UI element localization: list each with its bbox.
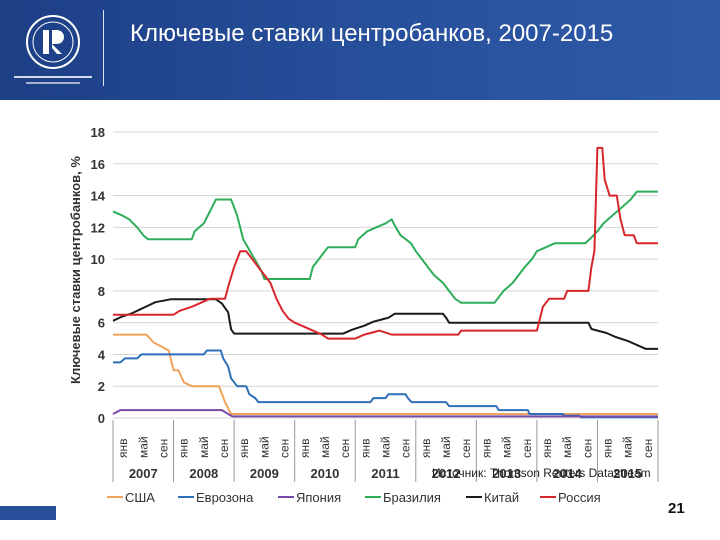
legend-item: Бразилия — [383, 490, 441, 505]
month-tick-label: янв — [116, 439, 130, 459]
y-tick-label: 4 — [98, 347, 106, 362]
month-tick-label: янв — [177, 439, 191, 459]
legend-item: Китай — [484, 490, 519, 505]
y-tick-label: 16 — [91, 157, 105, 172]
year-tick-label: 2010 — [310, 466, 339, 481]
year-tick-label: 2007 — [129, 466, 158, 481]
month-tick-label: янв — [419, 439, 433, 459]
month-tick-label: сен — [580, 439, 594, 458]
y-tick-label: 6 — [98, 316, 105, 331]
year-tick-label: 2014 — [553, 466, 583, 481]
legend-item: Россия — [558, 490, 601, 505]
month-tick-label: сен — [520, 439, 534, 458]
footer-bar — [0, 506, 720, 520]
year-tick-label: 2011 — [371, 466, 399, 481]
y-tick-label: 10 — [91, 252, 105, 267]
page-number: 21 — [668, 500, 685, 517]
year-tick-label: 2009 — [250, 466, 279, 481]
month-tick-label: сен — [641, 439, 655, 458]
series-line-5 — [113, 146, 658, 340]
legend: США Еврозона Япония Бразилия Китай Россия — [107, 490, 601, 505]
month-tick-label: янв — [479, 439, 493, 459]
series-line-0 — [113, 333, 658, 415]
legend-item: Еврозона — [196, 490, 254, 505]
y-tick-label: 18 — [91, 125, 105, 140]
slide-header: Ключевые ставки центробанков, 2007-2015 — [0, 0, 720, 100]
month-tick-label: май — [500, 436, 514, 458]
series-lines — [112, 146, 658, 419]
y-tick-labels: 0 2 4 6 8 10 12 14 16 18 — [91, 125, 106, 426]
month-tick-label: сен — [157, 439, 171, 458]
series-line-2 — [112, 409, 658, 418]
y-tick-label: 2 — [98, 379, 105, 394]
month-tick-label: сен — [399, 439, 413, 458]
grid-lines — [113, 131, 658, 419]
year-tick-label: 2015 — [613, 466, 642, 481]
y-tick-label: 14 — [91, 189, 106, 204]
y-tick-label: 12 — [91, 220, 105, 235]
hse-university-logo-icon — [14, 15, 92, 84]
legend-item: США — [125, 490, 155, 505]
legend-item: Япония — [296, 490, 341, 505]
month-tick-label: май — [560, 436, 574, 458]
month-tick-label: сен — [217, 439, 231, 458]
month-tick-label: янв — [237, 439, 251, 459]
x-axis: янв май сен янв май сен янв май сен янв май сен янв м… — [112, 420, 659, 482]
rates-chart: 0 2 4 6 8 10 12 14 16 18 Ключевые ставки центроба… — [68, 125, 659, 505]
month-tick-label: май — [197, 436, 211, 458]
month-tick-label: сен — [459, 439, 473, 458]
month-tick-label: янв — [358, 439, 372, 459]
y-axis-label: Ключевые ставки центробанков, % — [68, 156, 83, 384]
month-tick-label: май — [439, 436, 453, 458]
month-tick-label: янв — [601, 439, 615, 459]
series-line-4 — [112, 298, 658, 350]
y-tick-label: 0 — [98, 411, 105, 426]
month-tick-label: май — [257, 436, 271, 458]
month-tick-label: май — [621, 436, 635, 458]
y-tick-label: 8 — [98, 284, 105, 299]
month-tick-label: янв — [298, 439, 312, 459]
header-divider — [103, 10, 104, 86]
year-tick-label: 2012 — [432, 466, 461, 481]
month-tick-label: май — [379, 436, 393, 458]
page-title: Ключевые ставки центробанков, 2007-2015 — [130, 20, 614, 47]
source-note: Источник: Thomson Reuters Datastream — [432, 466, 651, 480]
month-tick-label: май — [136, 436, 150, 458]
month-tick-label: сен — [338, 439, 352, 458]
series-line-3 — [112, 190, 658, 304]
series-line-1 — [113, 349, 658, 419]
year-tick-label: 2013 — [492, 466, 521, 481]
year-tick-label: 2008 — [189, 466, 218, 481]
month-tick-label: май — [318, 436, 332, 458]
month-tick-label: янв — [540, 439, 554, 459]
month-tick-label: сен — [278, 439, 292, 458]
